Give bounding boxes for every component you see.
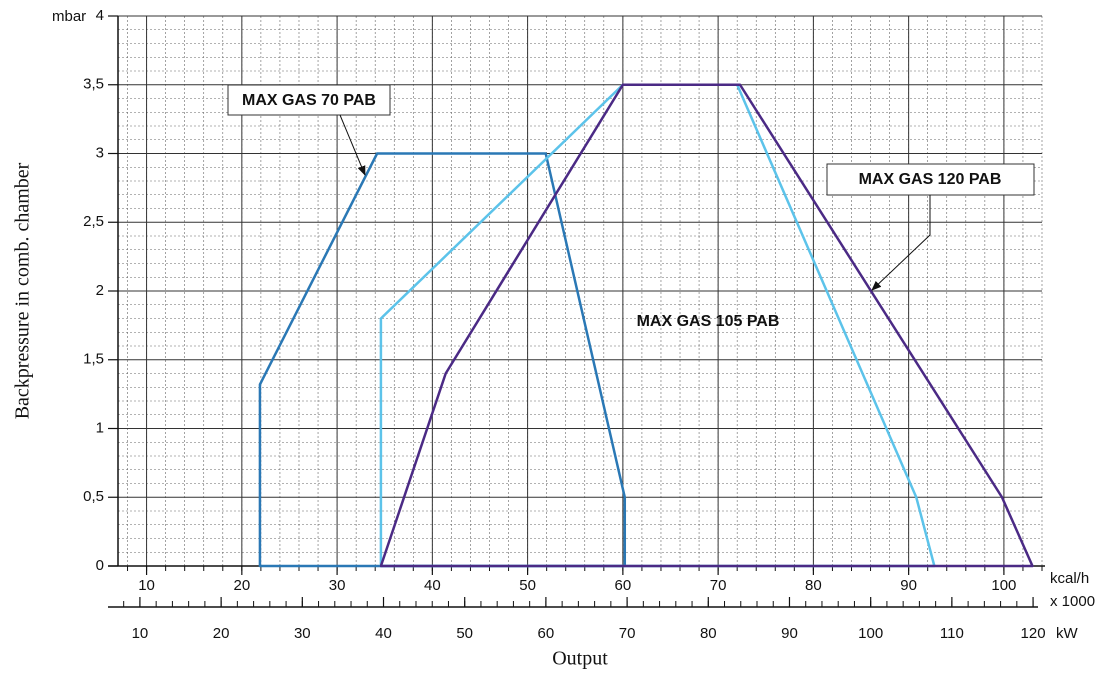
series-label: MAX GAS 105 PAB — [637, 313, 780, 330]
x2-tick-label: 30 — [294, 625, 311, 642]
x-tick-label: 50 — [519, 577, 536, 594]
x-tick-label: 80 — [805, 577, 822, 594]
x2-unit: kW — [1056, 625, 1079, 642]
label-box — [826, 163, 1035, 196]
y-tick-label: 2,5 — [83, 213, 104, 230]
x2-tick-label: 40 — [375, 625, 392, 642]
y-tick-label: 3 — [96, 144, 104, 161]
label-box — [227, 84, 391, 116]
series-label: MAX GAS 120 PAB — [859, 171, 1002, 188]
x2-tick-label: 110 — [940, 625, 964, 642]
x-tick-label: 60 — [615, 577, 632, 594]
y-tick-label: 3,5 — [83, 76, 104, 93]
y-tick-label: 4 — [96, 7, 104, 24]
x-axis-title: Output — [552, 648, 608, 670]
x2-tick-label: 60 — [538, 625, 555, 642]
x-unit-note: x 1000 — [1050, 593, 1095, 610]
x2-tick-label: 70 — [619, 625, 636, 642]
series-label: MAX GAS 70 PAB — [242, 92, 376, 109]
series-line — [379, 83, 1034, 568]
y-tick-label: 1,5 — [83, 351, 104, 368]
x2-tick-label: 80 — [700, 625, 717, 642]
x-tick-label: 100 — [991, 577, 1016, 594]
x2-tick-label: 10 — [132, 625, 149, 642]
x-tick-label: 10 — [138, 577, 155, 594]
x2-tick-label: 120 — [1021, 625, 1046, 642]
x-unit: kcal/h — [1050, 570, 1089, 587]
y-tick-label: 0,5 — [83, 488, 104, 505]
y-tick-label: 1 — [96, 419, 104, 436]
x-tick-label: 40 — [424, 577, 441, 594]
x-tick-label: 90 — [900, 577, 917, 594]
x2-tick-label: 50 — [456, 625, 473, 642]
y-axis-title: Backpressure in comb. chamber — [12, 162, 34, 419]
x-tick-label: 70 — [710, 577, 727, 594]
x-tick-label: 30 — [329, 577, 346, 594]
label-arrow — [871, 195, 931, 291]
label-arrow — [339, 114, 366, 176]
x2-tick-label: 20 — [213, 625, 230, 642]
x2-tick-label: 100 — [858, 625, 883, 642]
y-tick-label: 0 — [96, 557, 104, 574]
y-tick-label: 2 — [96, 282, 104, 299]
y-unit: mbar — [52, 8, 86, 25]
x2-tick-label: 90 — [781, 625, 798, 642]
x-tick-label: 20 — [233, 577, 250, 594]
